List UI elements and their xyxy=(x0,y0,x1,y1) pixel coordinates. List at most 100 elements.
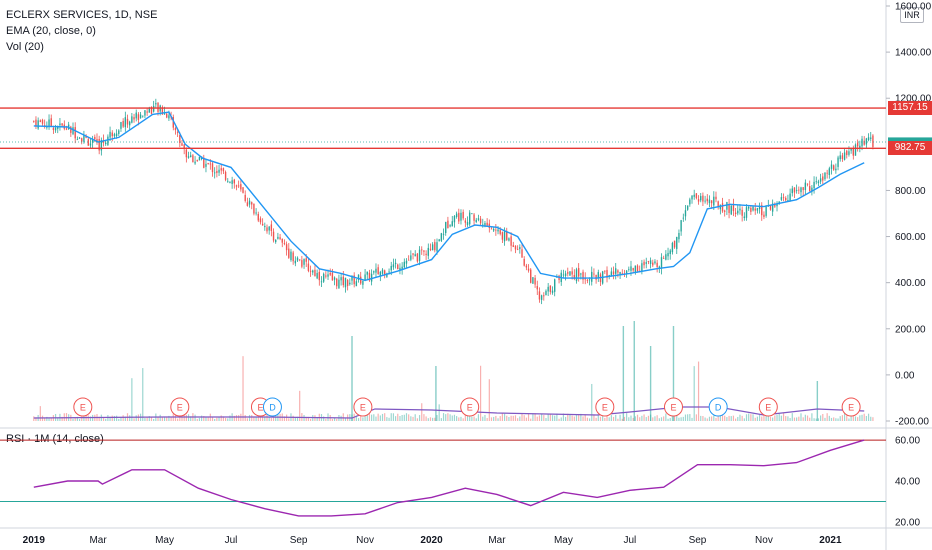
candle-body xyxy=(220,168,222,171)
candle-body xyxy=(207,162,209,164)
volume-bar xyxy=(229,415,231,421)
volume-bar xyxy=(377,413,379,421)
candle-body xyxy=(261,223,264,226)
volume-bar xyxy=(872,417,874,421)
volume-bar xyxy=(619,414,621,421)
volume-bar xyxy=(622,326,625,421)
volume-bar xyxy=(366,413,368,421)
candle-body xyxy=(839,155,841,160)
candle-body xyxy=(802,187,804,191)
volume-bar xyxy=(116,415,118,421)
volume-bar xyxy=(246,418,248,421)
volume-bar xyxy=(800,413,802,421)
candle-body xyxy=(490,228,493,230)
volume-bar xyxy=(434,417,436,421)
volume-bar xyxy=(732,415,735,421)
dividend-marker xyxy=(262,397,282,417)
candle-body xyxy=(499,230,501,234)
candle-body xyxy=(251,202,253,205)
candle-body xyxy=(604,270,606,272)
candle-body xyxy=(190,155,192,157)
candle-body xyxy=(440,233,443,241)
candle-body xyxy=(634,265,637,272)
volume-bar xyxy=(728,415,730,421)
candle-body xyxy=(791,188,793,194)
volume-bar xyxy=(486,418,488,421)
volume-bar xyxy=(743,418,745,421)
volume-bar xyxy=(656,415,658,421)
candle-body xyxy=(745,207,748,218)
level-tag-lower[interactable]: 982.75 xyxy=(888,141,932,156)
volume-bar xyxy=(739,414,741,421)
candle-body xyxy=(272,231,275,241)
volume-bar xyxy=(512,415,514,421)
currency-badge[interactable]: INR xyxy=(900,7,924,23)
candle-body xyxy=(255,212,257,214)
candle-body xyxy=(427,247,429,256)
y-tick-label: 0.00 xyxy=(895,370,915,381)
volume-bar xyxy=(418,415,421,421)
volume-bar xyxy=(259,415,262,421)
candle-body xyxy=(346,280,349,286)
candle-body xyxy=(658,266,661,269)
candle-body xyxy=(74,127,76,139)
candle-body xyxy=(695,193,698,199)
candle-body xyxy=(237,185,240,187)
candle-body xyxy=(292,252,294,262)
volume-bar xyxy=(493,416,495,421)
candle-body xyxy=(547,286,549,292)
volume-bar xyxy=(628,417,630,421)
candle-body xyxy=(717,201,719,208)
volume-bar xyxy=(519,416,521,421)
level-tag-upper[interactable]: 1157.15 xyxy=(888,101,932,116)
ema-line xyxy=(33,111,865,282)
volume-bar xyxy=(325,418,327,421)
candle-body xyxy=(383,270,386,276)
rsi-line xyxy=(33,439,865,517)
candle-body xyxy=(697,199,700,202)
volume-bar xyxy=(102,418,105,421)
volume-bar xyxy=(87,415,89,421)
volume-bar xyxy=(412,416,414,421)
candle-body xyxy=(800,187,802,193)
candle-body xyxy=(752,206,754,211)
candle-body xyxy=(686,205,689,210)
volume-bar xyxy=(159,414,161,421)
symbol-title: ECLERX SERVICES, 1D, NSE xyxy=(6,9,158,21)
candle-body xyxy=(830,164,833,169)
volume-bar xyxy=(379,415,381,421)
candle-body xyxy=(750,207,752,212)
volume-bar xyxy=(551,415,554,421)
x-tick-label: Jul xyxy=(624,535,637,546)
candle-body xyxy=(381,269,384,274)
volume-bar xyxy=(35,417,37,421)
volume-bar xyxy=(111,415,113,421)
candle-body xyxy=(144,110,146,116)
candle-body xyxy=(776,203,778,207)
volume-bar xyxy=(344,417,347,421)
y-tick-label: 600.00 xyxy=(895,232,926,243)
candle-body xyxy=(852,148,855,156)
vol-legend[interactable]: Vol (20) xyxy=(6,41,44,53)
candle-body xyxy=(780,197,783,200)
ema-legend[interactable]: EMA (20, close, 0) xyxy=(6,25,96,37)
candle-body xyxy=(466,222,469,225)
candle-body xyxy=(828,168,831,175)
candle-body xyxy=(660,257,663,269)
candle-body xyxy=(804,182,807,190)
volume-bar xyxy=(146,417,148,421)
volume-bar xyxy=(652,417,654,421)
x-tick-label: May xyxy=(155,535,174,546)
candle-body xyxy=(617,270,619,273)
candle-body xyxy=(172,117,174,128)
candle-body xyxy=(693,194,695,197)
volume-bar xyxy=(166,417,168,421)
rsi-legend[interactable]: RSI · 1M (14, close) xyxy=(6,433,104,445)
volume-bar xyxy=(362,417,364,421)
candle-body xyxy=(702,195,704,202)
volume-bar xyxy=(667,418,669,421)
candle-body xyxy=(782,197,785,199)
candle-body xyxy=(571,271,573,275)
candle-body xyxy=(730,205,732,215)
